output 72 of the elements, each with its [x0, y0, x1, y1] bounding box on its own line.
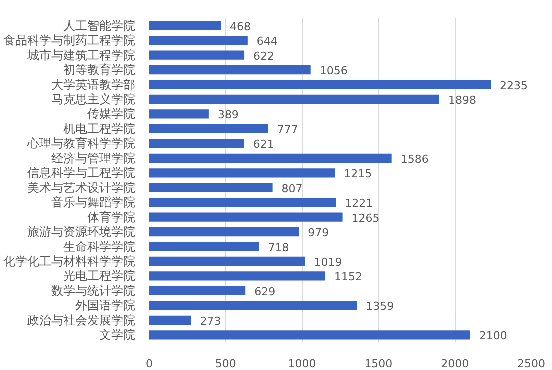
y-tick-label: 化学化工与材料科学学院 [4, 254, 136, 268]
y-tick-label: 马克思主义学院 [52, 92, 136, 106]
data-label: 2100 [479, 330, 508, 343]
y-tick-label: 大学英语教学部 [52, 78, 136, 92]
bar [150, 110, 209, 119]
y-tick-label: 音乐与舞蹈学院 [52, 196, 136, 210]
data-label: 1215 [344, 168, 372, 181]
bar [150, 65, 311, 75]
bar [150, 50, 245, 60]
bar [150, 36, 248, 46]
x-tick-label: 1000 [288, 358, 316, 370]
data-label: 1221 [345, 197, 374, 210]
x-tick-label: 500 [215, 358, 236, 370]
bar [150, 139, 244, 148]
y-tick-label: 政治与社会发展学院 [28, 313, 136, 328]
bar [150, 124, 268, 134]
y-tick-label: 经济与管理学院 [52, 151, 136, 166]
data-label: 644 [256, 35, 278, 48]
data-label: 1019 [314, 256, 342, 269]
x-tick-label: 0 [146, 358, 153, 370]
y-tick-label: 信息科学与工程学院 [28, 166, 136, 180]
data-label: 622 [254, 50, 275, 63]
bar [150, 286, 246, 296]
data-label: 1056 [320, 64, 348, 78]
data-label: 1265 [352, 212, 380, 225]
data-label: 979 [308, 226, 330, 240]
data-label: 621 [253, 138, 274, 152]
bar [150, 80, 492, 90]
y-tick-label: 体育学院 [88, 210, 136, 224]
x-tick-label: 1500 [364, 358, 393, 370]
data-label: 2235 [500, 79, 528, 92]
bar [150, 198, 336, 208]
data-label: 1898 [448, 94, 477, 107]
data-label: 389 [218, 108, 239, 122]
y-tick-label: 数学与统计学院 [52, 284, 136, 298]
data-label: 273 [200, 314, 222, 328]
data-label: 1359 [366, 300, 394, 314]
y-tick-label: 光电工程学院 [64, 269, 136, 284]
bar [150, 168, 336, 178]
bar [150, 272, 326, 281]
data-label: 807 [282, 182, 303, 196]
bar [150, 301, 358, 310]
bar [150, 330, 470, 340]
bar [150, 21, 222, 30]
bar [150, 212, 343, 222]
bar [150, 94, 440, 104]
y-tick-label: 机电工程学院 [64, 122, 136, 136]
y-tick-label: 生命科学学院 [64, 240, 136, 254]
data-label: 1152 [334, 270, 363, 284]
x-tick-label: 2500 [518, 358, 546, 370]
bar [150, 154, 392, 163]
y-tick-label: 初等教育学院 [64, 63, 136, 78]
y-tick-label: 心理与教育科学学院 [26, 136, 136, 151]
bar [150, 316, 192, 325]
data-label: 468 [230, 20, 252, 34]
data-label: 1586 [400, 152, 429, 166]
bar [150, 183, 273, 192]
data-label: 629 [254, 285, 276, 298]
y-tick-label: 食品科学与制药工程学院 [4, 34, 136, 48]
y-tick-label: 外国语学院 [76, 298, 136, 313]
y-tick-label: 传媒学院 [88, 107, 136, 122]
y-tick-label: 文学院 [100, 328, 136, 342]
data-label: 777 [277, 123, 298, 136]
y-tick-label: 旅游与资源环境学院 [28, 225, 136, 240]
bar [150, 227, 300, 237]
data-label: 718 [268, 241, 290, 254]
y-tick-label: 人工智能学院 [64, 18, 136, 33]
y-tick-label: 城市与建筑工程学院 [26, 48, 136, 62]
bar [150, 256, 306, 266]
y-tick-label: 美术与艺术设计学院 [28, 180, 136, 195]
bar [150, 242, 260, 252]
x-tick-label: 2000 [441, 358, 470, 370]
